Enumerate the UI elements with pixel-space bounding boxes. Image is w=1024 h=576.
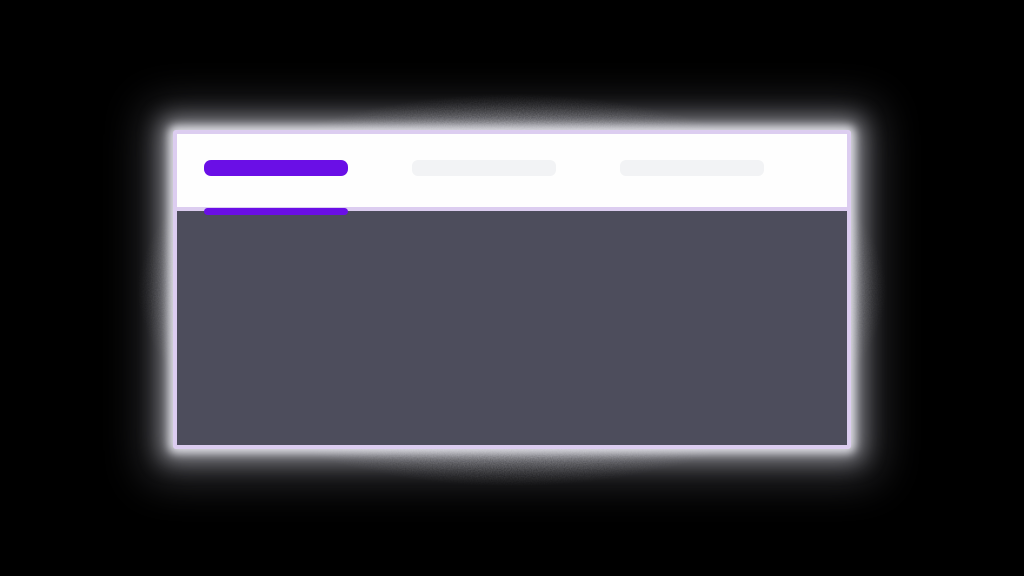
tab-row	[204, 160, 764, 176]
card-header	[177, 134, 847, 211]
tab-inactive-skeleton[interactable]	[620, 160, 764, 176]
content-area	[177, 211, 847, 445]
browser-card	[173, 130, 851, 449]
active-tab-indicator	[204, 208, 348, 215]
tab-active-skeleton[interactable]	[204, 160, 348, 176]
tab-inactive-skeleton[interactable]	[412, 160, 556, 176]
